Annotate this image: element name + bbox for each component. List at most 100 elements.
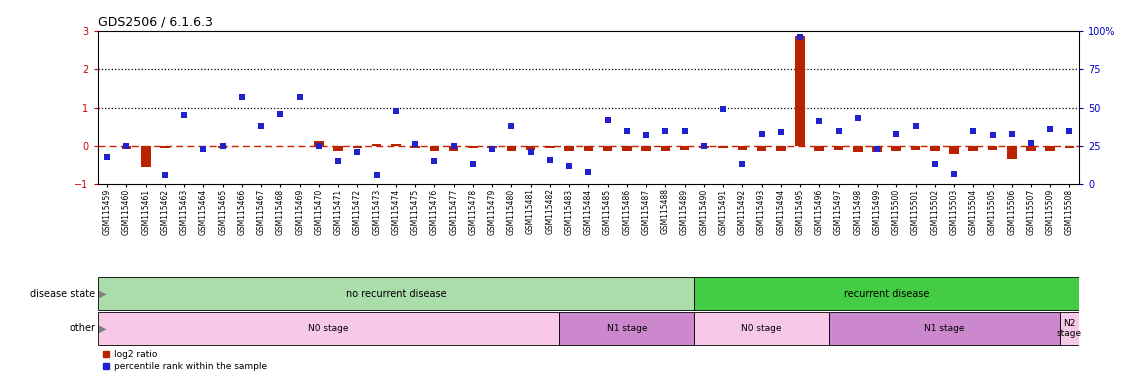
Bar bbox=[829, 312, 1060, 345]
Bar bbox=[642, 146, 651, 151]
Point bbox=[1041, 126, 1060, 132]
Bar bbox=[660, 146, 670, 151]
Point bbox=[984, 132, 1002, 138]
Point bbox=[598, 117, 616, 123]
Point bbox=[810, 118, 829, 124]
Point bbox=[329, 158, 348, 164]
Point bbox=[579, 169, 597, 175]
Point bbox=[521, 149, 540, 155]
Bar bbox=[1007, 146, 1017, 159]
Point bbox=[791, 34, 809, 40]
Text: recurrent disease: recurrent disease bbox=[844, 289, 930, 299]
Bar bbox=[526, 146, 535, 150]
Bar bbox=[449, 146, 458, 151]
Bar bbox=[487, 146, 497, 148]
Point bbox=[714, 106, 732, 112]
Point bbox=[752, 131, 770, 137]
Bar bbox=[565, 146, 574, 151]
Bar bbox=[391, 144, 401, 146]
Point bbox=[387, 108, 405, 114]
Text: GDS2506 / 6.1.6.3: GDS2506 / 6.1.6.3 bbox=[98, 15, 212, 28]
Bar bbox=[1026, 146, 1035, 151]
Point bbox=[214, 143, 232, 149]
Point bbox=[290, 94, 309, 100]
Point bbox=[925, 161, 944, 167]
Bar bbox=[372, 144, 381, 146]
Bar bbox=[853, 146, 862, 152]
Text: N0 stage: N0 stage bbox=[309, 324, 349, 333]
Text: N2
stage: N2 stage bbox=[1057, 319, 1083, 338]
Bar bbox=[892, 146, 901, 151]
Point bbox=[233, 94, 251, 100]
Bar bbox=[910, 146, 921, 150]
Bar bbox=[737, 146, 747, 150]
Point bbox=[829, 127, 847, 134]
Bar bbox=[410, 146, 420, 148]
Point bbox=[1061, 127, 1079, 134]
Text: disease state: disease state bbox=[30, 289, 95, 299]
Point bbox=[348, 149, 366, 155]
Bar bbox=[141, 146, 150, 167]
Text: no recurrent disease: no recurrent disease bbox=[346, 289, 447, 299]
Point bbox=[444, 143, 463, 149]
Text: ▶: ▶ bbox=[99, 289, 107, 299]
Bar bbox=[545, 146, 554, 148]
Bar bbox=[603, 146, 612, 151]
Bar bbox=[429, 146, 440, 151]
Point bbox=[945, 170, 963, 177]
Bar bbox=[699, 146, 708, 148]
Point bbox=[848, 115, 867, 121]
Point bbox=[425, 158, 443, 164]
Point bbox=[464, 161, 482, 167]
Point bbox=[1002, 131, 1021, 137]
Point bbox=[541, 157, 559, 163]
Bar bbox=[98, 277, 695, 310]
Point bbox=[675, 127, 693, 134]
Bar bbox=[622, 146, 631, 151]
Point bbox=[271, 111, 289, 117]
Bar bbox=[695, 312, 829, 345]
Bar bbox=[1060, 312, 1079, 345]
Text: N1 stage: N1 stage bbox=[606, 324, 647, 333]
Point bbox=[98, 154, 116, 160]
Bar bbox=[1064, 146, 1075, 148]
Point bbox=[483, 146, 502, 152]
Point bbox=[637, 132, 656, 138]
Point bbox=[117, 143, 135, 149]
Point bbox=[310, 143, 328, 149]
Point bbox=[906, 123, 924, 129]
Bar bbox=[506, 146, 517, 151]
Bar bbox=[315, 141, 324, 146]
Text: ▶: ▶ bbox=[99, 323, 107, 333]
Bar bbox=[333, 146, 343, 151]
Text: N0 stage: N0 stage bbox=[742, 324, 782, 333]
Point bbox=[618, 127, 636, 134]
Bar bbox=[98, 312, 559, 345]
Bar bbox=[583, 146, 594, 151]
Legend: log2 ratio, percentile rank within the sample: log2 ratio, percentile rank within the s… bbox=[102, 350, 267, 371]
Bar bbox=[814, 146, 824, 151]
Point bbox=[406, 141, 425, 147]
Bar bbox=[695, 277, 1079, 310]
Bar bbox=[833, 146, 844, 150]
Bar bbox=[796, 36, 805, 146]
Point bbox=[964, 127, 983, 134]
Point bbox=[657, 127, 675, 134]
Point bbox=[502, 123, 520, 129]
Bar bbox=[468, 146, 478, 148]
Text: other: other bbox=[69, 323, 95, 333]
Bar bbox=[559, 312, 695, 345]
Bar bbox=[776, 146, 785, 151]
Bar bbox=[719, 146, 728, 148]
Bar bbox=[352, 146, 363, 148]
Point bbox=[1022, 140, 1040, 146]
Point bbox=[251, 123, 270, 129]
Bar bbox=[969, 146, 978, 151]
Bar bbox=[680, 146, 690, 150]
Text: N1 stage: N1 stage bbox=[924, 324, 964, 333]
Bar bbox=[218, 146, 227, 148]
Point bbox=[174, 112, 193, 118]
Point bbox=[887, 131, 906, 137]
Point bbox=[868, 146, 886, 152]
Bar bbox=[872, 146, 882, 152]
